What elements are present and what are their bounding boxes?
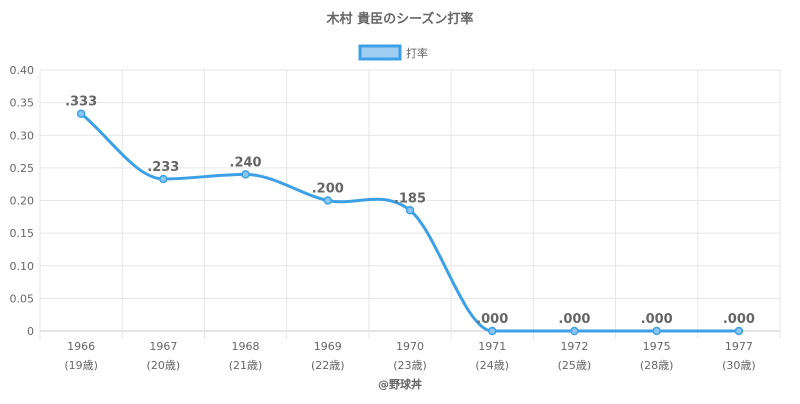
y-tick-label: 0.40	[10, 64, 35, 77]
data-label: .000	[723, 312, 755, 327]
data-point[interactable]	[487, 326, 497, 336]
x-tick-sublabel: (22歳)	[311, 359, 345, 372]
legend-label: 打率	[406, 46, 428, 60]
y-axis: 0 0.05 0.10 0.15 0.20 0.25 0.30 0.35 0.40	[10, 64, 35, 338]
data-point[interactable]	[159, 174, 168, 184]
data-label: .000	[641, 312, 673, 327]
y-tick-label: 0.25	[10, 162, 35, 175]
data-point[interactable]	[570, 326, 579, 336]
y-tick-label: 0.15	[10, 227, 35, 240]
data-point[interactable]	[241, 170, 250, 179]
data-label: .240	[230, 155, 262, 170]
y-tick-label: 0.20	[10, 195, 35, 208]
x-tick-label: 1971	[478, 340, 506, 353]
data-label: .000	[558, 312, 590, 327]
x-tick-label: 1969	[314, 340, 342, 353]
x-tick-sublabel: (19歳)	[64, 359, 98, 372]
x-tick-sublabel: (23歳)	[393, 359, 427, 372]
y-tick-label: 0.10	[10, 260, 35, 273]
data-point[interactable]	[652, 326, 661, 336]
data-label: .185	[394, 191, 426, 206]
data-point[interactable]	[734, 326, 744, 336]
legend[interactable]: 打率	[358, 44, 428, 61]
data-label: .200	[312, 182, 344, 197]
credit-label: @野球丼	[378, 377, 422, 391]
x-axis: 1966 (19歳) 1967 (20歳) 1968 (21歳) 1969 (22歳) 1970…	[64, 340, 755, 372]
x-tick-label: 1977	[725, 340, 753, 353]
data-point[interactable]	[323, 196, 333, 205]
x-tick-sublabel: (20歳)	[147, 359, 181, 372]
x-tick-label: 1972	[560, 340, 588, 353]
grid	[39, 69, 781, 339]
x-tick-label: 1970	[396, 340, 424, 353]
x-tick-label: 1967	[149, 340, 177, 353]
x-tick-label: 1975	[643, 340, 671, 353]
x-tick-sublabel: (28歳)	[640, 359, 674, 372]
x-tick-sublabel: (24歳)	[475, 359, 509, 372]
x-tick-label: 1966	[67, 340, 95, 353]
x-tick-label: 1968	[232, 340, 260, 353]
chart-title: 木村 貴臣のシーズン打率	[326, 11, 474, 27]
y-tick-label: 0.35	[10, 97, 35, 110]
data-label: .000	[476, 312, 508, 327]
series-batting-average: .333 .233 .240 .200 .185 .000 .000 .000 .000	[65, 95, 755, 336]
x-tick-sublabel: (25歳)	[558, 359, 592, 372]
y-tick-label: 0.30	[10, 129, 35, 142]
data-label: .333	[65, 95, 97, 110]
y-tick-label: 0	[27, 325, 34, 338]
x-tick-sublabel: (21歳)	[229, 359, 263, 372]
x-tick-sublabel: (30歳)	[722, 359, 756, 372]
data-label: .233	[147, 160, 179, 175]
data-point[interactable]	[76, 109, 86, 118]
data-point[interactable]	[405, 206, 415, 215]
y-tick-label: 0.05	[10, 292, 35, 305]
legend-swatch	[358, 44, 402, 61]
